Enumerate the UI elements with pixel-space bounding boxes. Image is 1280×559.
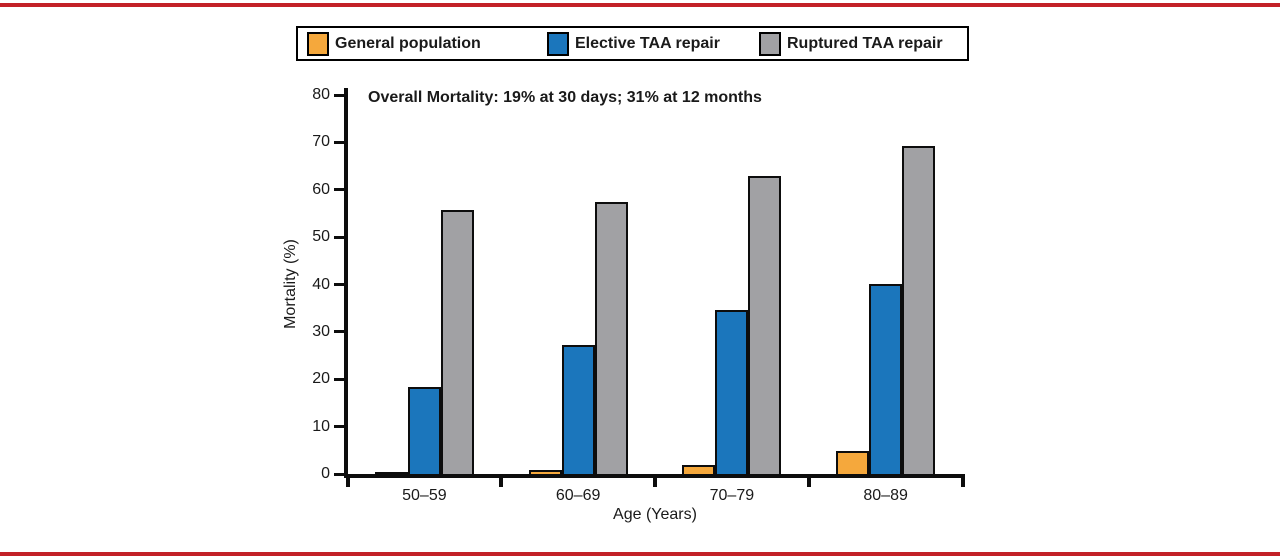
bar-ruptured-taa-repair-60–69: [594, 201, 628, 477]
y-tick-label-20: 20: [312, 370, 330, 388]
x-tick-2: [653, 477, 657, 487]
legend: General population Elective TAA repair R…: [296, 26, 969, 61]
legend-entry-elective: Elective TAA repair: [547, 28, 720, 59]
x-tick-1: [499, 477, 504, 487]
bar-elective-taa-repair-50–59: [407, 386, 441, 477]
elective-taa-swatch: [547, 31, 569, 56]
y-tick-70: [334, 140, 344, 144]
bar-ruptured-taa-repair-50–59: [440, 209, 474, 477]
x-tick-label-80–89: 80–89: [863, 487, 908, 504]
legend-entry-general: General population: [307, 28, 481, 59]
x-tick-label-50–59: 50–59: [402, 487, 447, 504]
x-axis-line: [344, 474, 965, 478]
y-tick-30: [334, 330, 344, 334]
x-tick-3: [806, 477, 811, 487]
x-tick-0: [345, 477, 350, 487]
x-tick-4: [960, 477, 965, 487]
bar-ruptured-taa-repair-80–89: [902, 146, 936, 477]
y-axis-line: [344, 88, 348, 478]
legend-label-ruptured: Ruptured TAA repair: [787, 34, 943, 52]
ruptured-taa-swatch: [759, 31, 781, 56]
general-population-swatch: [307, 31, 329, 56]
bar-elective-taa-repair-70–79: [715, 309, 749, 477]
bar-elective-taa-repair-60–69: [561, 345, 595, 477]
legend-label-general: General population: [335, 34, 481, 52]
y-tick-40: [334, 283, 344, 286]
y-tick-label-40: 40: [312, 275, 330, 293]
legend-entry-ruptured: Ruptured TAA repair: [759, 28, 943, 59]
y-tick-label-10: 10: [312, 417, 330, 435]
legend-label-elective: Elective TAA repair: [575, 34, 720, 52]
y-tick-label-50: 50: [312, 228, 330, 246]
y-tick-label-60: 60: [312, 180, 330, 198]
y-tick-80: [334, 93, 344, 97]
y-tick-10: [334, 425, 344, 429]
bottom-red-rule: [0, 552, 1280, 556]
bar-elective-taa-repair-80–89: [869, 284, 903, 477]
overall-mortality-annotation: Overall Mortality: 19% at 30 days; 31% a…: [368, 89, 762, 106]
x-axis-title: Age (Years): [613, 506, 697, 523]
top-red-rule: [0, 3, 1280, 7]
x-tick-label-70–79: 70–79: [709, 487, 755, 504]
y-tick-20: [334, 377, 344, 381]
y-tick-50: [334, 235, 344, 239]
y-tick-60: [334, 188, 344, 192]
bar-ruptured-taa-repair-70–79: [748, 176, 782, 477]
y-tick-0: [334, 472, 344, 476]
y-tick-label-70: 70: [312, 133, 330, 151]
y-tick-label-30: 30: [312, 322, 330, 340]
y-tick-label-0: 0: [321, 465, 330, 482]
y-tick-label-80: 80: [312, 86, 330, 103]
x-tick-label-60–69: 60–69: [555, 487, 601, 504]
